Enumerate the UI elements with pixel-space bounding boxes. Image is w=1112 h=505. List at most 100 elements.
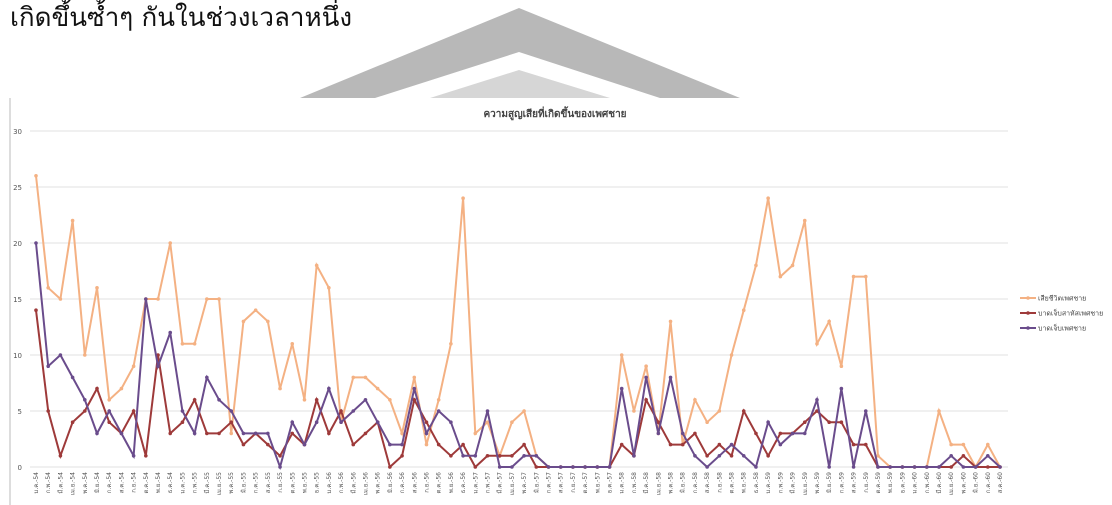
- x-tick-label: ธ.ค.-58: [753, 472, 760, 493]
- x-tick-label: พ.ค.-60: [960, 472, 967, 494]
- x-tick-label: พ.ย.-56: [448, 472, 455, 493]
- point: [766, 196, 770, 200]
- x-tick-label: เม.ย.-59: [802, 472, 809, 495]
- point: [388, 398, 392, 402]
- point: [449, 342, 453, 346]
- point: [522, 409, 526, 413]
- x-tick-label: ก.พ.-54: [45, 472, 52, 493]
- point: [168, 330, 173, 335]
- point: [754, 431, 758, 436]
- x-tick-label: ส.ค.-54: [118, 472, 125, 493]
- point: [253, 431, 258, 436]
- x-tick-label: ต.ค.-55: [289, 472, 296, 494]
- x-tick-label: ก.พ.-59: [777, 472, 784, 493]
- point: [70, 375, 75, 380]
- point: [83, 409, 87, 413]
- point: [449, 454, 453, 458]
- series-line: [35, 310, 1000, 469]
- point: [693, 431, 697, 436]
- point: [107, 420, 112, 425]
- point: [595, 465, 600, 469]
- x-tick-label: พ.ค.-57: [521, 472, 528, 494]
- point: [314, 263, 319, 268]
- x-tick-label: ก.ย.-56: [423, 472, 430, 493]
- point: [497, 465, 502, 469]
- x-tick-label: ก.ย.-57: [570, 472, 577, 493]
- point: [546, 465, 551, 469]
- point: [119, 386, 124, 391]
- point: [851, 465, 856, 469]
- x-tick-label: มิ.ย.-60: [973, 472, 980, 493]
- x-tick-label: ต.ค.-58: [729, 472, 736, 494]
- point: [436, 398, 441, 402]
- point: [253, 308, 258, 313]
- logo: [300, 8, 740, 98]
- point: [461, 454, 465, 458]
- x-tick-label: ส.ค.-60: [997, 472, 1004, 493]
- point: [668, 319, 673, 324]
- x-tick-label: มี.ค.-54: [56, 472, 64, 494]
- point: [949, 465, 953, 469]
- point: [339, 409, 343, 413]
- x-tick-label: เม.ย.-55: [216, 472, 223, 495]
- point: [278, 386, 282, 391]
- point: [314, 420, 319, 425]
- x-tick-label: ธ.ค.-57: [607, 472, 614, 493]
- x-tick-label: ต.ค.-59: [875, 472, 882, 494]
- point: [363, 398, 368, 402]
- point: [937, 465, 941, 469]
- point: [741, 409, 746, 413]
- x-tick-label: พ.ค.-59: [814, 472, 821, 494]
- point: [510, 420, 514, 425]
- heading: เกิดขึ้นซ้ำๆ กันในช่วงเวลาหนึ่ง: [10, 3, 353, 33]
- x-tick-label: ก.พ.-57: [484, 472, 491, 493]
- point: [461, 196, 465, 200]
- point: [839, 420, 844, 425]
- point: [680, 442, 685, 447]
- point: [839, 364, 844, 369]
- point: [266, 431, 270, 436]
- x-tick-label: ก.ย.-55: [277, 472, 284, 493]
- point: [192, 342, 197, 346]
- x-tick-label: ก.ค.-55: [253, 472, 260, 493]
- x-tick-label: ก.พ.-58: [631, 472, 638, 493]
- x-tick-label: พ.ค.-55: [228, 472, 235, 494]
- legend-marker: [1026, 311, 1030, 315]
- point: [449, 420, 453, 425]
- point: [400, 454, 404, 458]
- y-tick-label: 25: [13, 184, 22, 192]
- x-tick-label: ก.ย.-58: [716, 472, 723, 493]
- point: [961, 454, 966, 458]
- point: [656, 431, 661, 436]
- point: [949, 442, 953, 447]
- point: [485, 420, 490, 425]
- point: [168, 241, 173, 245]
- point: [888, 465, 892, 469]
- point: [290, 431, 295, 436]
- point: [180, 342, 185, 346]
- x-tick-label: มี.ค.-56: [349, 472, 357, 494]
- point: [144, 454, 148, 458]
- point: [668, 375, 673, 380]
- point: [217, 431, 221, 436]
- point: [424, 420, 429, 425]
- point: [558, 465, 563, 469]
- point: [424, 442, 429, 447]
- point: [583, 465, 587, 469]
- x-tick-label: ธ.ค.-55: [314, 472, 321, 493]
- x-tick-label: ก.ค.-59: [838, 472, 845, 493]
- point: [656, 420, 661, 425]
- point: [827, 319, 831, 324]
- point: [985, 454, 990, 458]
- x-tick-label: ต.ค.-57: [582, 472, 589, 494]
- x-tick-label: ธ.ค.-59: [899, 472, 906, 493]
- point: [58, 297, 63, 301]
- point: [912, 465, 917, 469]
- point: [290, 342, 295, 346]
- x-tick-label: ม.ค.-58: [619, 472, 626, 494]
- point: [34, 241, 38, 245]
- x-tick-label: ม.ค.-54: [33, 472, 40, 494]
- point: [375, 420, 380, 425]
